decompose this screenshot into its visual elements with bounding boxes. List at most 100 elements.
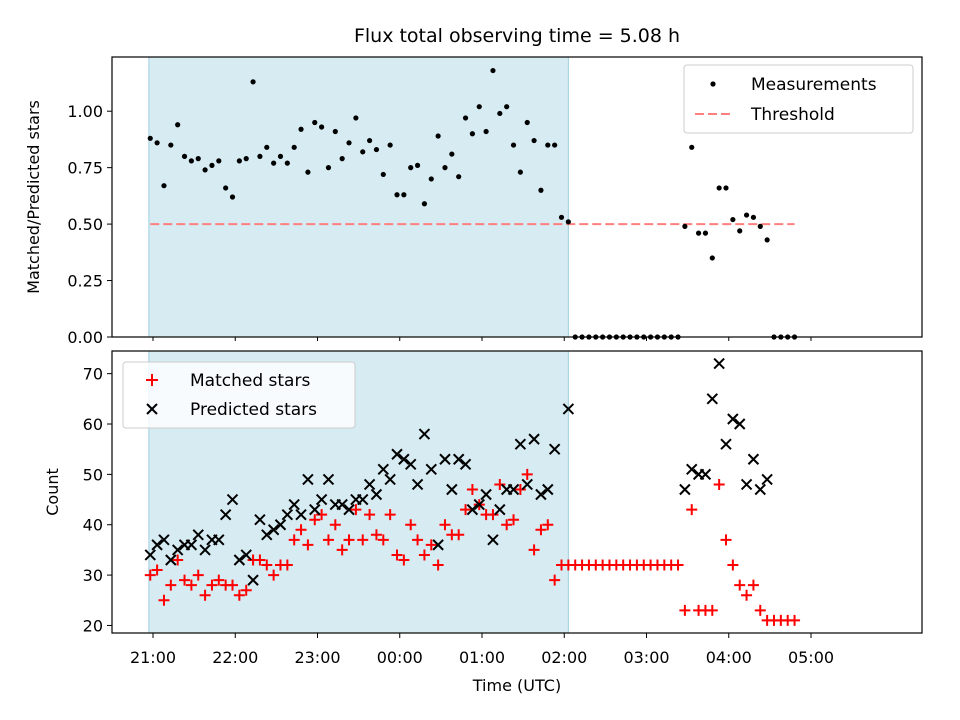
measurement-point [421, 201, 428, 207]
top-plot: 0.00 0.25 0.50 0.75 1.00 Matched/Predicted s… [24, 56, 923, 347]
bottom-y-tick-label: 20 [83, 616, 103, 635]
measurement-point [682, 223, 688, 229]
top-y-axis-label: Matched/Predicted stars [24, 100, 43, 294]
legend-matched-marker [146, 374, 158, 386]
x-tick-label: 05:00 [788, 648, 834, 667]
measurement-point [524, 119, 530, 126]
matched-star-point [240, 584, 252, 596]
predicted-star-point [411, 478, 424, 491]
predicted-star-point [165, 554, 177, 566]
measurement-point [298, 126, 304, 132]
measurement-point [538, 187, 544, 193]
measurement-point [175, 122, 181, 128]
matched-star-point [364, 509, 376, 521]
predicted-star-point [377, 463, 390, 476]
measurement-point [277, 153, 284, 159]
matched-star-point [329, 519, 341, 531]
predicted-star-point [446, 483, 458, 496]
measurement-point [476, 104, 482, 110]
matched-star-point [720, 534, 732, 546]
matched-star-point [432, 559, 444, 571]
matched-star-point [672, 559, 684, 571]
measurement-point [291, 144, 297, 150]
matched-star-point [494, 478, 506, 490]
legend-threshold-label: Threshold [750, 105, 835, 125]
measurement-point [325, 165, 332, 171]
predicted-star-point [384, 473, 396, 486]
predicted-star-point [158, 534, 170, 546]
bottom-legend-box [122, 361, 356, 429]
predicted-star-point [432, 539, 444, 551]
matched-star-point [268, 569, 280, 581]
predicted-star-point [254, 513, 266, 526]
measurement-point [449, 151, 455, 157]
matched-star-point [165, 579, 177, 591]
matched-star-point [514, 483, 526, 495]
matched-star-point [727, 559, 739, 571]
matched-star-point [261, 559, 273, 571]
matched-star-point [521, 468, 533, 480]
predicted-star-point [309, 503, 321, 516]
matched-star-point [501, 519, 513, 531]
matched-star-point [185, 579, 197, 591]
predicted-star-point [747, 453, 760, 465]
predicted-star-point [425, 463, 437, 476]
matched-star-point [357, 534, 369, 546]
measurement-point [702, 230, 709, 236]
measurement-point [373, 146, 380, 153]
top-legend: Measurements Threshold [683, 64, 914, 134]
legend-measurements-label: Measurements [751, 75, 877, 95]
measurement-point [565, 219, 571, 225]
predicted-star-point [734, 418, 746, 430]
predicted-star-point [754, 483, 766, 496]
measurement-point [442, 165, 448, 171]
matched-star-point [192, 569, 204, 581]
x-axis-label: Time (UTC) [472, 676, 561, 695]
predicted-star-point [391, 448, 403, 460]
predicted-star-point [535, 488, 547, 501]
matched-star-point [412, 534, 424, 546]
matched-star-point [295, 524, 307, 536]
matched-star-point [151, 564, 163, 576]
measurement-point [414, 162, 421, 168]
measurement-point [558, 214, 565, 220]
matched-star-point [213, 574, 225, 586]
predicted-star-point [473, 498, 485, 511]
predicted-star-point [219, 508, 232, 521]
matched-star-point [747, 579, 759, 591]
measurement-point [319, 124, 325, 130]
matched-star-point [460, 504, 472, 516]
measurement-point [689, 144, 695, 150]
predicted-star-point [720, 438, 732, 450]
top-shaded-region [148, 56, 569, 338]
measurement-point [408, 165, 414, 171]
predicted-star-point [233, 554, 246, 566]
measurement-point [462, 115, 469, 121]
measurement-point [764, 237, 770, 243]
measurement-point [346, 140, 352, 146]
predicted-star-point [514, 438, 527, 450]
x-tick-label: 22:00 [212, 648, 258, 667]
measurement-point [730, 216, 736, 223]
predicted-star-point [713, 357, 725, 370]
predicted-star-point [480, 488, 492, 501]
matched-star-point [254, 554, 266, 566]
measurement-point [236, 158, 242, 164]
matched-star-point [439, 519, 451, 531]
predicted-star-point [494, 503, 506, 516]
measurement-point [737, 228, 743, 234]
predicted-star-point [528, 433, 540, 445]
predicted-star-point [336, 498, 348, 511]
matched-star-point [405, 519, 417, 531]
matched-star-point [158, 594, 170, 606]
predicted-star-point [370, 488, 383, 501]
predicted-star-point [466, 503, 479, 516]
legend-predicted-label: Predicted stars [190, 400, 317, 420]
matched-star-point [233, 589, 245, 601]
matched-star-point [281, 559, 293, 571]
predicted-star-point [357, 493, 369, 506]
measurement-point [504, 104, 510, 110]
predicted-star-point [226, 493, 239, 506]
measurement-point [188, 158, 194, 164]
predicted-star-point [343, 503, 355, 516]
